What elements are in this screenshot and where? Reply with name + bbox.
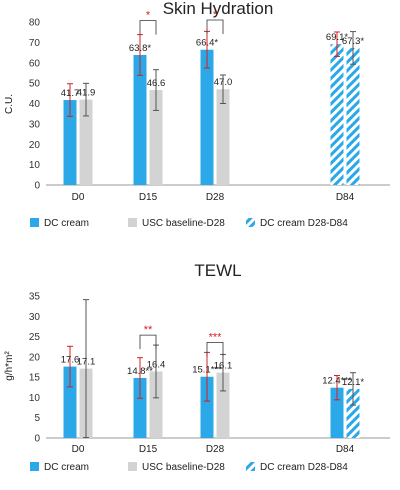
legend-label: DC cream D28-D84 (260, 462, 348, 473)
y-tick-label: 20 (29, 352, 41, 363)
data-label: 16.1 (214, 361, 233, 372)
x-tick-label: D0 (72, 192, 85, 203)
y-tick-label: 40 (29, 99, 41, 110)
bar-d84-series-2 (346, 388, 360, 438)
data-label: 17.1 (77, 357, 96, 368)
y-tick-label: 80 (29, 18, 41, 29)
data-label: 14.8** (127, 366, 153, 377)
x-tick-label: D84 (336, 444, 355, 455)
y-axis-label: C.U. (4, 94, 15, 114)
legend-swatch (246, 462, 255, 471)
bar-d0-series-0 (63, 100, 77, 185)
chart-title: TEWL (194, 261, 241, 280)
data-label: 12.1* (342, 377, 364, 388)
bar-d84-series-3 (346, 47, 360, 185)
bar-d28-series-0 (200, 49, 214, 186)
bar-d28-series-1 (216, 372, 230, 438)
significance-bracket (206, 341, 224, 357)
significance-bracket (206, 19, 224, 34)
data-label: 66.4* (196, 38, 218, 49)
legend-swatch (128, 462, 137, 471)
y-tick-label: 30 (29, 312, 41, 323)
legend-swatch (128, 218, 137, 227)
y-tick-label: 70 (29, 38, 41, 49)
data-label: 63.8* (129, 43, 151, 54)
y-tick-label: 10 (29, 160, 41, 171)
y-axis-label: g/h*m² (4, 351, 15, 381)
y-tick-label: 10 (29, 393, 41, 404)
x-tick-label: D15 (139, 192, 158, 203)
x-tick-label: D84 (336, 192, 355, 203)
data-label: 69.1* (326, 32, 348, 43)
data-label: 41.7 (61, 88, 80, 99)
bar-d28-series-1 (216, 89, 230, 185)
x-tick-label: D15 (139, 444, 158, 455)
x-tick-label: D0 (72, 444, 85, 455)
bar-d84-series-0 (330, 387, 344, 438)
y-tick-label: 15 (29, 373, 41, 384)
x-tick-label: D28 (206, 192, 225, 203)
bar-d15-series-1 (149, 90, 163, 185)
significance-bracket (139, 20, 157, 35)
data-label: 17.6 (61, 355, 80, 366)
data-label: 12.4*** (322, 376, 352, 387)
data-label: 41.9 (77, 88, 96, 99)
y-tick-label: 35 (29, 292, 41, 303)
bar-d28-series-0 (200, 376, 214, 438)
y-tick-label: 5 (34, 413, 40, 424)
legend-swatch (246, 218, 255, 227)
chart-title: Skin Hydration (163, 0, 274, 18)
legend-label: USC baseline-D28 (142, 462, 225, 473)
significance-marker: * (146, 10, 151, 22)
y-tick-label: 0 (34, 181, 40, 192)
bar-d84-series-2 (330, 44, 344, 185)
skin-hydration-chart: Skin Hydration C.U. 0 10 20 30 40 50 60 70 80 D0 D15… (4, 0, 390, 229)
legend-label: DC cream (44, 218, 89, 229)
y-tick-label: 20 (29, 140, 41, 151)
significance-marker: ** (144, 324, 153, 336)
y-tick-label: 30 (29, 119, 41, 130)
significance-bracket (139, 334, 157, 350)
data-label: 47.0 (214, 77, 233, 88)
bar-d0-series-1 (79, 99, 93, 185)
y-tick-label: 60 (29, 58, 41, 69)
bar-d15-series-1 (149, 371, 163, 438)
y-tick-label: 25 (29, 332, 41, 343)
legend-swatch (30, 462, 39, 471)
legend-swatch (30, 218, 39, 227)
significance-marker: *** (209, 331, 223, 343)
legend-label: USC baseline-D28 (142, 218, 225, 229)
bar-d0-series-0 (63, 366, 77, 438)
significance-marker: * (213, 9, 218, 21)
data-label: 67.3* (342, 36, 364, 47)
y-tick-label: 50 (29, 79, 41, 90)
data-label: 16.4 (147, 359, 166, 370)
bar-d15-series-0 (133, 377, 147, 438)
legend-label: DC cream (44, 462, 89, 473)
data-label: 46.6 (147, 78, 166, 89)
x-tick-label: D28 (206, 444, 225, 455)
data-label: 15.1*** (192, 365, 222, 376)
y-tick-label: 0 (34, 434, 40, 445)
bar-d15-series-0 (133, 55, 147, 185)
legend-label: DC cream D28-D84 (260, 218, 348, 229)
